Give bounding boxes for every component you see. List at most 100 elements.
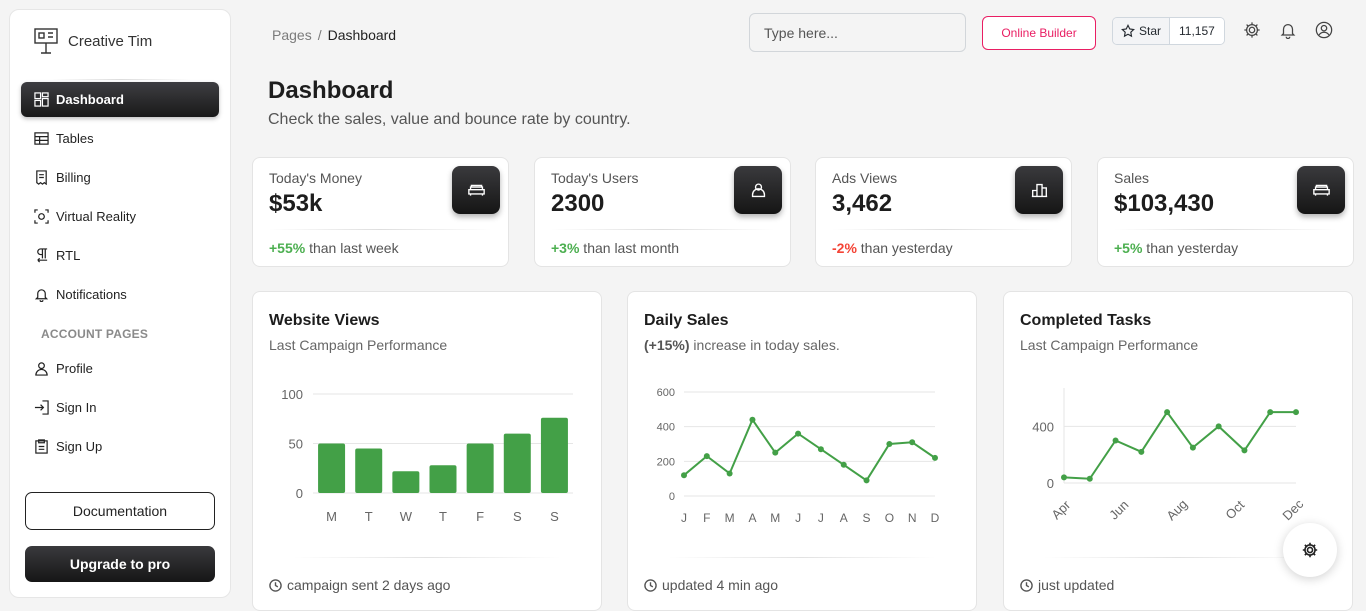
sidebar-item-profile[interactable]: Profile [21,351,219,386]
y-tick-label: 50 [289,437,303,452]
chart-title: Completed Tasks [1020,312,1152,329]
breadcrumb-parent[interactable]: Pages [272,27,312,43]
sidebar-item-rtl[interactable]: RTL [21,238,219,273]
data-point [1241,447,1248,454]
data-point [1215,423,1222,430]
chart-subtitle: Last Campaign Performance [269,337,448,353]
y-tick-label: 200 [657,456,675,468]
data-point [840,461,847,468]
online-builder-button[interactable]: Online Builder [982,16,1096,50]
account-circle-icon[interactable] [1315,21,1333,39]
data-point [1086,475,1093,482]
configurator-button[interactable] [1283,523,1337,577]
sidebar-item-sign-in[interactable]: Sign In [21,390,219,425]
brand-divider [50,79,192,80]
data-point [1267,409,1274,416]
stat-icon-box [1297,166,1345,214]
stat-footer: +3% than last month [551,240,679,256]
github-star-button[interactable]: Star [1113,18,1171,44]
stat-divider [1114,229,1337,230]
page-title: Dashboard [268,77,394,104]
data-point [1293,409,1299,416]
rtl-icon [37,248,48,263]
series-line [683,417,936,482]
sidebar-item-tables[interactable]: Tables [21,121,219,156]
data-point [1112,437,1119,444]
stat-icon-box [1015,166,1063,214]
stat-footer: -2% than yesterday [832,240,953,256]
bell-icon [34,289,49,302]
stat-label: Today's Money [269,170,362,186]
x-tick-label: M [770,511,780,525]
data-point [749,416,756,423]
stat-card-money: Today's Money $53k +55% than last week [252,157,509,267]
x-tick-label: T [439,509,447,524]
stat-change-text: than last month [579,240,680,256]
clipboard-icon [35,439,48,454]
y-tick-label: 100 [281,387,303,402]
weekend-icon [1312,184,1330,196]
bar [355,448,383,493]
chart-footer-text: just updated [1038,577,1115,593]
search-input[interactable] [749,13,966,52]
stat-card-users: Today's Users 2300 +3% than last month [534,157,791,267]
sidebar-item-label: Profile [56,361,93,376]
x-tick-label: A [748,511,756,525]
data-point [703,453,710,460]
leaderboard-icon [1031,183,1047,197]
account-pages-heading: ACCOUNT PAGES [41,326,149,341]
y-tick-label: 0 [296,486,303,501]
settings-icon [1302,542,1318,558]
weekend-icon [467,184,485,196]
sidebar-nav: Dashboard Tables Billing Virtual Reality… [21,82,219,468]
stat-change: -2% [832,240,857,256]
stat-change: +3% [551,240,580,256]
data-point [1061,474,1067,481]
data-point [863,477,870,484]
stat-change: +5% [1114,240,1143,256]
stat-card-sales: Sales $103,430 +5% than yesterday [1097,157,1354,267]
x-tick-label: O [885,511,894,525]
brand[interactable]: Creative Tim [34,28,152,54]
settings-icon[interactable] [1243,21,1261,39]
sidebar-item-notifications[interactable]: Notifications [21,277,219,312]
bar [392,471,420,493]
sidebar-item-virtual-reality[interactable]: Virtual Reality [21,199,219,234]
sidebar-item-label: Notifications [56,287,127,302]
documentation-button[interactable]: Documentation [25,492,215,530]
sidebar-item-billing[interactable]: Billing [21,160,219,195]
y-tick-label: 400 [657,422,675,434]
sidebar-item-sign-up[interactable]: Sign Up [21,429,219,464]
y-tick-label: 0 [1047,476,1054,491]
x-tick-label: A [840,511,848,525]
x-tick-label: M [326,509,337,524]
x-tick-label: M [725,511,735,525]
chart-title: Website Views [269,312,380,329]
login-icon [34,400,49,415]
data-point [1189,444,1196,451]
stat-card-ads-views: Ads Views 3,462 -2% than yesterday [815,157,1072,267]
chart-subtitle-bold: (+15%) [644,337,690,353]
stat-value: 2300 [551,190,605,217]
person-icon [751,182,765,197]
github-star-widget[interactable]: Star 11,157 [1112,17,1225,45]
x-tick-label: S [863,511,871,525]
clock-icon [644,578,657,592]
stat-label: Sales [1114,170,1150,186]
bar [503,433,531,493]
data-point [772,449,779,456]
x-tick-label: S [513,509,522,524]
bar [429,465,457,493]
upgrade-button[interactable]: Upgrade to pro [25,546,215,582]
y-tick-label: 0 [669,491,675,503]
data-point [726,470,733,477]
receipt-icon [36,170,47,185]
x-tick-label: N [908,511,917,525]
star-label: Star [1139,24,1162,38]
star-count[interactable]: 11,157 [1170,18,1224,44]
chart-footer: updated 4 min ago [644,577,778,593]
stat-change: +55% [269,240,306,256]
notifications-bell-icon[interactable] [1279,21,1297,39]
sidebar-item-dashboard[interactable]: Dashboard [21,82,219,117]
